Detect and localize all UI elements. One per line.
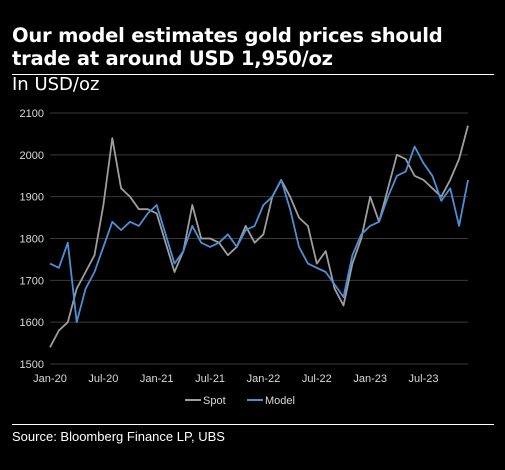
chart-subtitle: In USD/oz xyxy=(12,74,100,95)
y-tick-label: 1900 xyxy=(20,192,44,204)
source-divider xyxy=(12,424,494,425)
y-tick-label: 1700 xyxy=(20,275,44,287)
legend-label-spot: Spot xyxy=(203,395,226,407)
chart-title: Our model estimates gold prices should t… xyxy=(12,24,443,70)
y-tick-label: 1500 xyxy=(20,359,44,371)
x-tick-label: Jul-23 xyxy=(409,373,439,385)
legend: Spot Model xyxy=(185,395,295,407)
title-divider xyxy=(12,74,494,75)
x-tick-label: Jul-22 xyxy=(302,373,332,385)
y-tick-label: 2000 xyxy=(20,150,44,162)
x-tick-label: Jul-21 xyxy=(195,373,225,385)
source-note: Source: Bloomberg Finance LP, UBS xyxy=(12,429,225,444)
line-chart: 1500 1600 1700 1800 1900 2000 2100 Jan-20 Jul-2… xyxy=(20,108,469,407)
x-tick-label: Jan-23 xyxy=(353,373,387,385)
y-axis-ticks: 1500 1600 1700 1800 1900 2000 2100 xyxy=(20,108,44,371)
series-line-spot xyxy=(49,125,469,348)
legend-label-model: Model xyxy=(265,395,295,407)
x-tick-label: Jul-20 xyxy=(88,373,118,385)
x-tick-label: Jan-20 xyxy=(33,373,67,385)
x-axis-ticks: Jan-20 Jul-20 Jan-21 Jul-21 Jan-22 Jul-22 Jan-… xyxy=(33,373,438,385)
series-line-model xyxy=(49,145,469,324)
series-layer xyxy=(49,125,469,348)
x-tick-label: Jan-21 xyxy=(140,373,174,385)
y-tick-label: 2100 xyxy=(20,108,44,120)
y-tick-label: 1600 xyxy=(20,317,44,329)
y-tick-label: 1800 xyxy=(20,234,44,246)
x-tick-label: Jan-22 xyxy=(247,373,281,385)
